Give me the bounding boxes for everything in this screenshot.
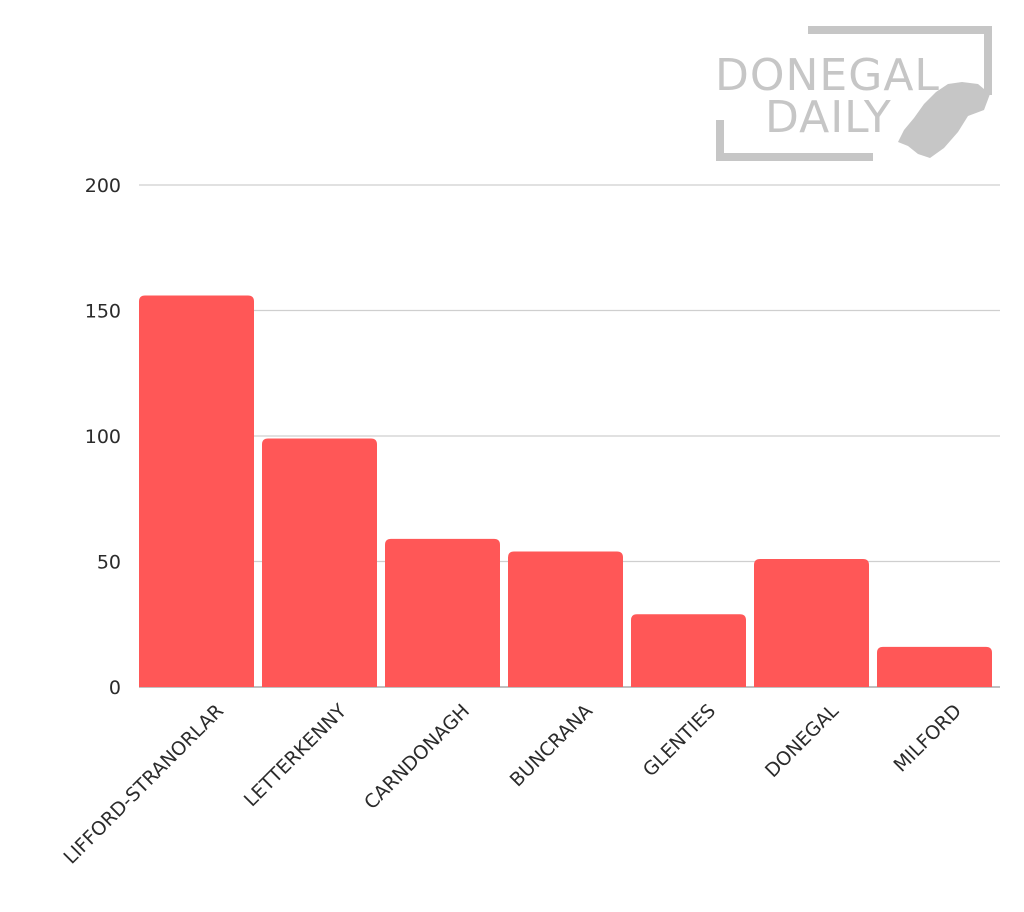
- bar-glenties: [631, 614, 746, 687]
- bar-letterkenny: [262, 438, 377, 687]
- bar-carndonagh: [385, 538, 500, 687]
- bars: [139, 295, 992, 687]
- y-axis-ticks: 0 50 100 150 200: [85, 175, 121, 699]
- x-tick-label: GLENTIES: [639, 700, 720, 781]
- y-tick-label: 0: [109, 677, 121, 699]
- y-tick-label: 50: [97, 552, 121, 574]
- y-tick-label: 150: [85, 301, 121, 323]
- x-tick-label: DONEGAL: [761, 700, 843, 782]
- x-tick-label: LIFFORD-STRANORLAR: [59, 700, 228, 869]
- x-tick-label: CARNDONAGH: [360, 700, 474, 814]
- logo-frame-bottom-left: [716, 120, 873, 161]
- bar-lifford-stranorlar: [139, 295, 254, 687]
- logo-text-line2: DAILY: [765, 92, 892, 143]
- logo-frame-top-right: [808, 26, 992, 95]
- logo-text-line1: DONEGAL: [715, 50, 940, 101]
- x-tick-label: LETTERKENNY: [240, 700, 351, 811]
- y-tick-label: 100: [85, 426, 121, 448]
- x-axis-ticks: LIFFORD-STRANORLAR LETTERKENNY CARNDONAGH B…: [59, 700, 966, 869]
- donegal-daily-logo: DONEGAL DAILY: [715, 26, 992, 161]
- donegal-map-icon: [898, 82, 990, 158]
- bar-buncrana: [508, 551, 623, 687]
- y-tick-label: 200: [85, 175, 121, 197]
- bar-milford: [877, 646, 992, 687]
- bar-donegal: [754, 558, 869, 687]
- x-tick-label: BUNCRANA: [506, 700, 597, 791]
- x-tick-label: MILFORD: [889, 700, 966, 777]
